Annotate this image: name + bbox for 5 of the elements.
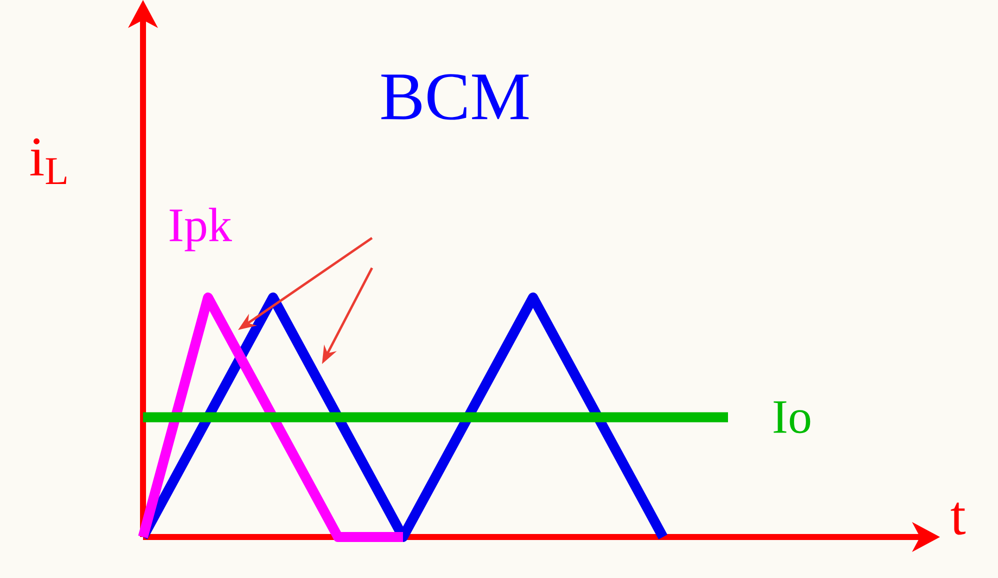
y-axis-title: i$_{L}$ (30, 138, 66, 184)
text: Ipk (170, 208, 232, 252)
text: Io (774, 401, 810, 434)
chart-title: BCM (381, 74, 529, 120)
x-axis-title: t (950, 502, 966, 535)
